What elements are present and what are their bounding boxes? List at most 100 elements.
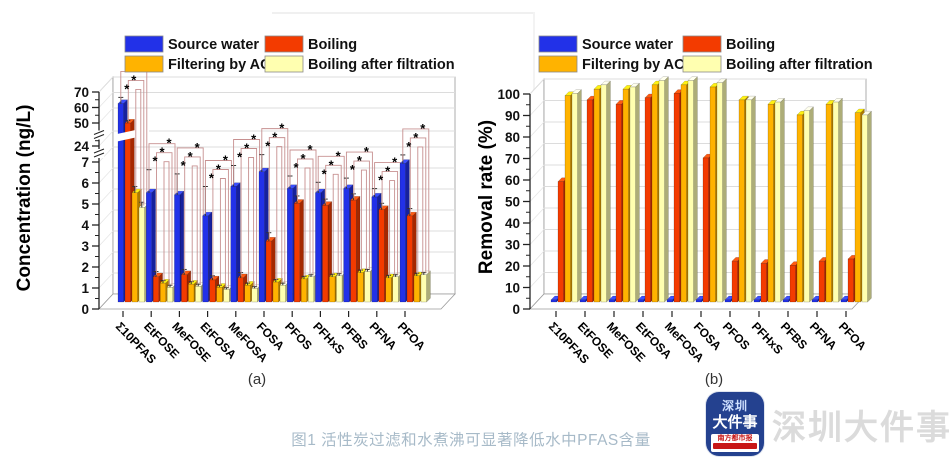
y-tick-label: 100 bbox=[497, 87, 520, 102]
legend-label: Boiling after filtration bbox=[308, 57, 455, 73]
y-tick-label: 70 bbox=[505, 152, 520, 167]
significance-asterisk: * bbox=[307, 142, 313, 157]
wall-gridline bbox=[529, 100, 545, 116]
bar-b-boiling-9 bbox=[818, 260, 825, 303]
significance-asterisk: * bbox=[385, 164, 391, 179]
y-axis-title: Removal rate (%) bbox=[476, 120, 497, 274]
wall-gridline bbox=[529, 78, 545, 95]
bar-a-filtering-by-ac-10 bbox=[413, 275, 420, 303]
significance-bracket bbox=[360, 169, 367, 271]
significance-asterisk: * bbox=[131, 72, 137, 87]
legend-label: Boiling bbox=[726, 37, 775, 53]
legend-label: Source water bbox=[168, 37, 259, 53]
significance-asterisk: * bbox=[329, 157, 335, 172]
x-tick-label: PFOA bbox=[395, 319, 428, 353]
significance-bracket bbox=[163, 161, 170, 286]
significance-asterisk: * bbox=[322, 166, 328, 181]
subplot-title: (b) bbox=[705, 371, 723, 388]
bar-side-face bbox=[664, 76, 669, 303]
bar-b-boiling-after-filtration-8 bbox=[803, 110, 810, 303]
wall-gridline bbox=[98, 188, 114, 205]
bar-a-filtering-by-ac-4 bbox=[244, 285, 251, 303]
bar-a-boiling-after-filtration-6 bbox=[308, 276, 315, 303]
significance-bracket bbox=[332, 173, 339, 275]
y-tick-label: 24 bbox=[74, 139, 90, 154]
wall-gridline bbox=[529, 143, 545, 159]
faint-border-horizontal bbox=[272, 12, 534, 14]
axis-break-mark bbox=[93, 130, 105, 135]
legend-label: Source water bbox=[582, 37, 673, 53]
bar-a-source-water-6 bbox=[287, 188, 294, 303]
bar-side-face bbox=[867, 110, 872, 303]
bar-a-boiling-0 bbox=[124, 122, 131, 303]
bar-b-boiling-3 bbox=[644, 97, 651, 303]
bar-b-source-water-5 bbox=[695, 299, 702, 303]
axis-break-gap bbox=[94, 130, 104, 140]
bar-a-boiling-after-filtration-9 bbox=[392, 276, 399, 303]
y-tick-label: 30 bbox=[505, 238, 520, 253]
y-tick-label: 6 bbox=[81, 176, 89, 191]
bar-side-face bbox=[635, 82, 640, 303]
wall-gridline bbox=[98, 107, 114, 124]
x-tick-label: PFOS bbox=[282, 319, 315, 352]
bar-b-source-water-0 bbox=[550, 299, 557, 303]
bar-a-source-water-1 bbox=[145, 192, 152, 303]
wall-gridline bbox=[529, 207, 545, 224]
y-tick-label: 50 bbox=[74, 116, 89, 131]
wall-gridline bbox=[529, 186, 545, 202]
bar-a-boiling-3 bbox=[209, 279, 216, 303]
logo-line2: 大件事 bbox=[712, 414, 758, 431]
significance-asterisk: * bbox=[420, 121, 426, 136]
legend-swatch bbox=[264, 35, 304, 53]
faint-border-vertical bbox=[533, 12, 535, 90]
bar-b-boiling-after-filtration-5 bbox=[716, 82, 723, 303]
x-tick-label: PFNA bbox=[807, 319, 840, 352]
bar-a-boiling-after-filtration-4 bbox=[251, 288, 258, 303]
significance-bracket bbox=[156, 152, 173, 286]
significance-asterisk: * bbox=[272, 130, 278, 145]
bar-a-boiling-7 bbox=[322, 205, 329, 303]
bar-b-boiling-after-filtration-1 bbox=[600, 84, 607, 303]
significance-bracket bbox=[402, 128, 430, 273]
bar-b-source-water-8 bbox=[782, 299, 789, 303]
wall-gridline bbox=[98, 251, 114, 268]
significance-asterisk: * bbox=[265, 139, 271, 154]
bar-a-filtering-by-ac-2 bbox=[188, 283, 195, 303]
axis-break-gap bbox=[94, 149, 104, 158]
significance-asterisk: * bbox=[406, 139, 412, 154]
bar-a-source-water-9 bbox=[371, 196, 378, 303]
y-tick-label: 3 bbox=[81, 239, 89, 254]
significance-asterisk: * bbox=[124, 81, 130, 96]
x-tick-label: PFNA bbox=[367, 319, 400, 352]
wall-gridline bbox=[529, 250, 545, 267]
legend-swatch bbox=[538, 55, 578, 73]
significance-bracket bbox=[219, 178, 226, 288]
significance-bracket bbox=[304, 167, 311, 277]
figure-caption: 图1 活性炭过滤和水煮沸可显著降低水中PFAS含量 bbox=[291, 432, 651, 449]
y-tick-label: 2 bbox=[81, 260, 89, 275]
bar-b-source-water-4 bbox=[666, 299, 673, 303]
x-tick-label: PFOS bbox=[720, 319, 753, 352]
bar-a-boiling-4 bbox=[237, 277, 244, 303]
significance-bracket bbox=[268, 137, 286, 284]
bar-side-face bbox=[809, 106, 814, 303]
bar-a-filtering-by-ac-3 bbox=[216, 287, 223, 303]
bar-a-source-water-4 bbox=[230, 186, 237, 303]
y-tick-label: 50 bbox=[505, 195, 520, 210]
y-tick-label: 7 bbox=[81, 155, 89, 170]
bar-b-boiling-2 bbox=[615, 103, 622, 303]
bar-a-filtering-by-ac-8 bbox=[357, 272, 364, 303]
significance-asterisk: * bbox=[152, 154, 158, 169]
y-tick-label: 4 bbox=[81, 218, 89, 233]
significance-asterisk: * bbox=[293, 160, 299, 175]
bar-b-boiling-after-filtration-0 bbox=[571, 93, 578, 303]
y-tick-label: 10 bbox=[505, 281, 520, 296]
wall-gridline bbox=[529, 272, 545, 288]
bar-b-boiling-after-filtration-6 bbox=[745, 99, 752, 303]
significance-asterisk: * bbox=[195, 140, 201, 155]
wall-gridline bbox=[98, 130, 114, 147]
bar-b-source-water-2 bbox=[608, 299, 615, 303]
legend-label: Filtering by AC bbox=[582, 57, 685, 73]
bar-a-source-water-2 bbox=[174, 194, 181, 303]
